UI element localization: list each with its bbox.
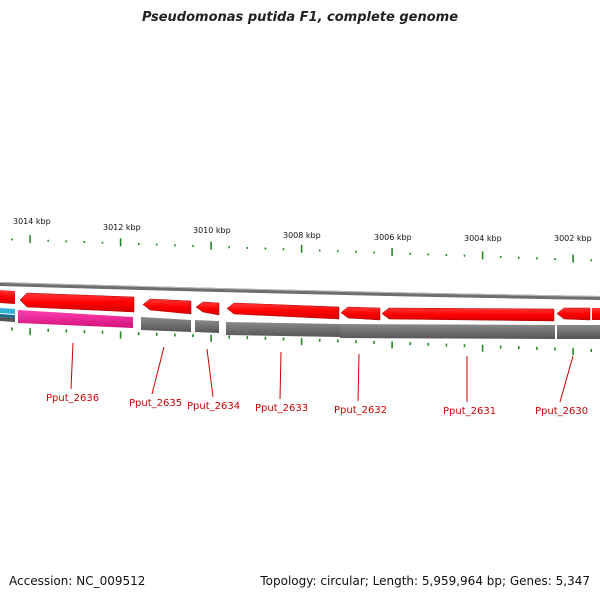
- gene-label-leader: [279, 351, 282, 400]
- gene-label[interactable]: Pput_2636: [46, 393, 99, 404]
- gene-arrow: [340, 306, 381, 321]
- gene-arrow: [0, 290, 15, 304]
- gene-arrow: [142, 298, 192, 315]
- gene-label[interactable]: Pput_2631: [443, 406, 496, 417]
- ruler-label: 3006 kbp: [374, 233, 412, 242]
- feature-grey-1: [141, 317, 191, 332]
- gene-label-lines: [70, 342, 574, 403]
- ruler-labels: 3014 kbp 3012 kbp 3010 kbp 3008 kbp 3006 kbp…: [13, 217, 592, 243]
- feature-grey-3: [226, 322, 340, 337]
- ruler-label: 3012 kbp: [103, 223, 141, 232]
- gene-arrow: [592, 308, 600, 320]
- gene-arrows: [0, 290, 600, 322]
- gene-labels: Pput_2636 Pput_2635 Pput_2634 Pput_2633 Pput…: [46, 393, 588, 417]
- gene-arrow: [556, 307, 591, 321]
- gene-arrow: [195, 301, 220, 316]
- gene-label-leader: [559, 355, 574, 403]
- gene-arrow: [226, 302, 340, 320]
- feature-grey-4: [340, 324, 555, 339]
- feature-grey-2: [195, 320, 219, 333]
- gene-label[interactable]: Pput_2632: [334, 405, 387, 416]
- accession-text: Accession: NC_009512: [9, 574, 146, 588]
- ruler-label: 3014 kbp: [13, 217, 51, 226]
- map-title: Pseudomonas putida F1, complete genome: [141, 10, 459, 25]
- feature-cyan-dark: [0, 314, 15, 318]
- gene-label-leader: [357, 353, 360, 402]
- gene-label[interactable]: Pput_2630: [535, 406, 588, 417]
- backbone-ring-highlight: [0, 282, 600, 297]
- gene-label[interactable]: Pput_2635: [129, 398, 182, 409]
- gene-label-leader: [151, 346, 165, 395]
- ruler-label: 3002 kbp: [554, 234, 592, 243]
- feature-cyan: [0, 308, 15, 314]
- ruler-label: 3010 kbp: [193, 226, 231, 235]
- gene-label-leader: [70, 342, 74, 390]
- backbone-ring-outer: [0, 282, 600, 300]
- genome-info-text: Topology: circular; Length: 5,959,964 bp…: [260, 574, 590, 588]
- feature-grey-6: [0, 317, 15, 322]
- gene-arrow: [19, 292, 135, 313]
- feature-grey-5: [557, 325, 600, 339]
- feature-pink: [18, 310, 133, 328]
- gene-label-leader: [206, 348, 214, 398]
- ruler-ticks: [11, 235, 593, 356]
- gene-label[interactable]: Pput_2634: [187, 401, 240, 412]
- gene-arrow: [381, 307, 555, 322]
- gene-label[interactable]: Pput_2633: [255, 403, 308, 414]
- ruler-label: 3008 kbp: [283, 231, 321, 240]
- ruler-label: 3004 kbp: [464, 234, 502, 243]
